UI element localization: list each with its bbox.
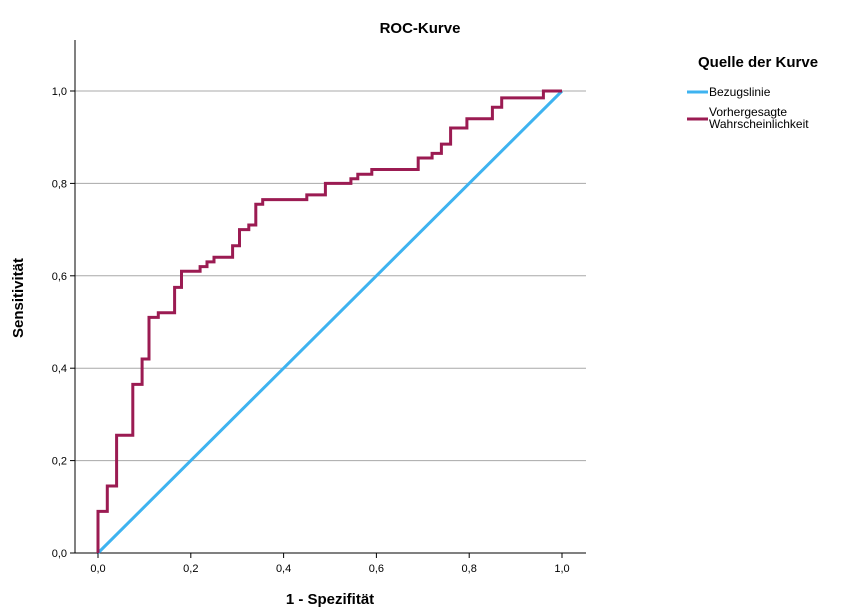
series-line-vorhergesagte-wahrscheinlichkeit [96, 89, 562, 553]
axes [70, 40, 586, 558]
series-group [96, 89, 564, 555]
x-tick-label: 0,0 [90, 563, 105, 575]
y-tick-label: 0,6 [52, 271, 67, 283]
legend-label-vorhergesagte: Vorhergesagte [709, 105, 787, 119]
x-tick-label: 0,4 [276, 563, 291, 575]
x-tick-label: 0,2 [183, 563, 198, 575]
legend: Quelle der Kurve Bezugslinie Vorhergesag… [687, 54, 818, 131]
y-tick-labels: 0,0 0,2 0,4 0,6 0,8 1,0 [52, 86, 67, 560]
x-tick-labels: 0,0 0,2 0,4 0,6 0,8 1,0 [90, 563, 569, 575]
gridlines [75, 90, 586, 462]
legend-title: Quelle der Kurve [698, 54, 818, 71]
y-tick-label: 0,0 [52, 548, 67, 560]
series-line-bezugslinie [96, 89, 564, 555]
x-tick-label: 0,6 [369, 563, 384, 575]
legend-label-wahrscheinlichkeit: Wahrscheinlichkeit [709, 117, 809, 131]
chart-title: ROC-Kurve [380, 20, 461, 37]
y-tick-label: 0,8 [52, 178, 67, 190]
y-axis-title: Sensitivität [10, 258, 27, 338]
x-tick-label: 1,0 [554, 563, 569, 575]
y-tick-label: 0,4 [52, 363, 67, 375]
x-axis-title: 1 - Spezifität [286, 591, 374, 608]
legend-label-bezugslinie: Bezugslinie [709, 85, 771, 99]
y-tick-label: 0,2 [52, 456, 67, 468]
y-tick-label: 1,0 [52, 86, 67, 98]
x-tick-label: 0,8 [462, 563, 477, 575]
